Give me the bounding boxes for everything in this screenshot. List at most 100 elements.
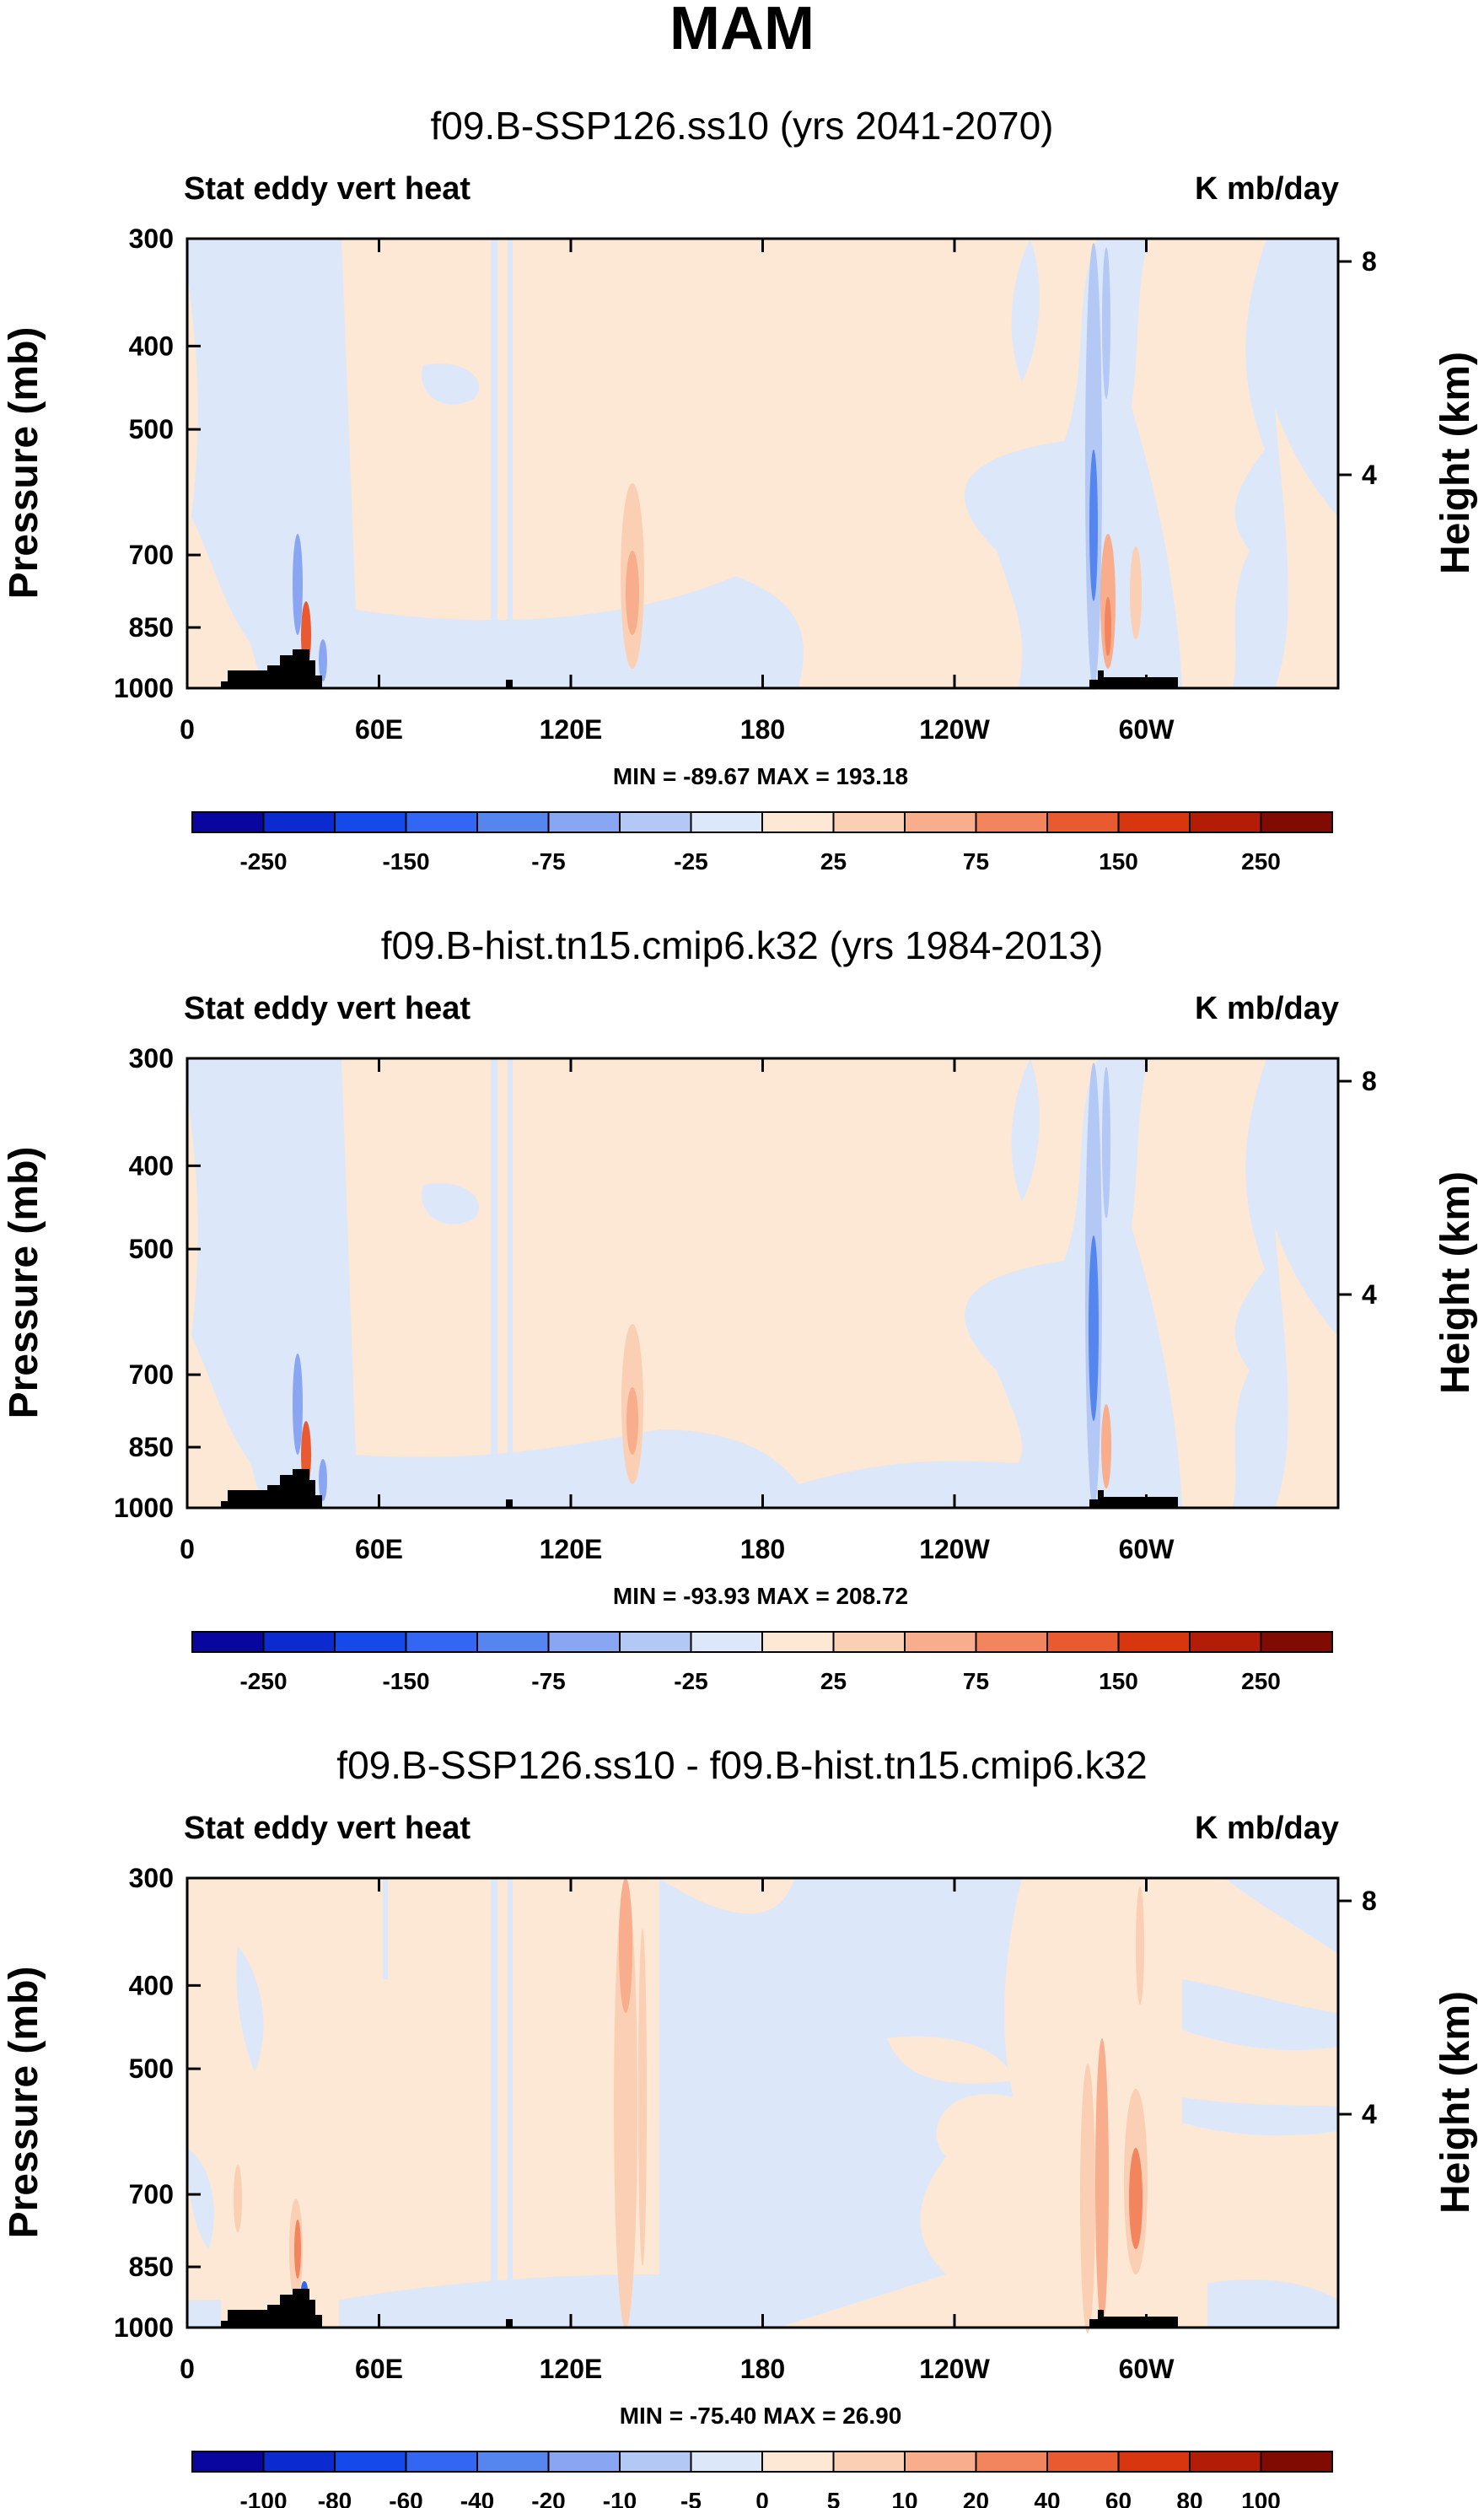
colorbar-swatch [334, 2451, 407, 2473]
colorbar-label: 250 [1241, 848, 1281, 875]
y-tick-label: 300 [129, 1043, 174, 1074]
warm-region [1132, 1058, 1266, 1508]
y2-axis-label: Height (km) [1433, 352, 1478, 574]
warm-anomaly [1105, 597, 1111, 656]
warm-anomaly [1136, 1886, 1144, 2005]
y2-tick-label: 8 [1362, 1066, 1377, 1096]
colorbar-swatch [975, 1631, 1048, 1653]
warm-region [341, 239, 1098, 688]
colorbar-label: 60 [1105, 2488, 1132, 2508]
colorbar-swatch [405, 1631, 478, 1653]
colorbar-swatch [476, 2451, 550, 2473]
colorbar-label: -150 [382, 848, 429, 875]
warm-anomaly [1130, 546, 1142, 639]
y-tick-label: 500 [129, 1234, 174, 1264]
y-tick-label: 400 [129, 1970, 174, 2000]
colorbar-swatch [476, 1631, 550, 1653]
colorbar-swatch [619, 1631, 692, 1653]
y-tick-label: 850 [129, 2252, 174, 2282]
x-tick-label: 120W [919, 714, 990, 745]
cool-region [1182, 2097, 1338, 2136]
cool-anomaly [1102, 247, 1110, 399]
y-tick-label: 850 [129, 1432, 174, 1462]
x-tick-label: 120E [540, 714, 603, 745]
cool-region [339, 628, 794, 688]
colorbar-swatch [761, 811, 835, 833]
x-tick-label: 60W [1119, 1534, 1175, 1564]
panel-left-label: Stat eddy vert heat [184, 991, 470, 1026]
x-tick-label: 60W [1119, 2354, 1175, 2384]
cool-anomaly [293, 1354, 303, 1455]
warm-anomaly [638, 1929, 647, 2266]
colorbar-swatch [547, 811, 621, 833]
colorbar-swatch [1260, 2451, 1333, 2473]
colorbar-label: -40 [460, 2488, 494, 2508]
cool-anomaly [1102, 1067, 1110, 1219]
y2-tick-label: 8 [1362, 1886, 1377, 1916]
colorbar-label: 150 [1099, 1668, 1138, 1694]
warm-region [1275, 407, 1338, 688]
x-tick-label: 60W [1119, 714, 1175, 745]
warm-region [187, 1092, 263, 1508]
colorbar-swatch [476, 811, 550, 833]
colorbar-swatch [904, 811, 977, 833]
colorbar-label: 100 [1241, 2488, 1281, 2508]
plot-area: 300 400 500 700 850 1000 8 4 0 60E 120E 180 120W 60… [114, 223, 1377, 745]
colorbar-swatch [1189, 2451, 1262, 2473]
colorbar-swatch [1117, 1631, 1191, 1653]
panel-units-label: K mb/day [1195, 1811, 1339, 1846]
panel-title: f09.B-hist.tn15.cmip6.k32 (yrs 1984-2013… [381, 923, 1104, 967]
warm-region [929, 2178, 1022, 2212]
topography-mask [1089, 1490, 1178, 1508]
colorbar-swatch [975, 2451, 1048, 2473]
colorbar-label: -10 [603, 2488, 637, 2508]
panel-difference: f09.B-SSP126.ss10 - f09.B-hist.tn15.cmip… [2, 1743, 1478, 2508]
colorbar-label: -80 [318, 2488, 352, 2508]
colorbar-swatch [619, 811, 692, 833]
y-tick-label: 1000 [114, 1493, 174, 1523]
min-max-stats: MIN = -89.67 MAX = 193.18 [613, 763, 908, 789]
y-tick-label: 700 [129, 1359, 174, 1390]
colorbar-swatch [1046, 1631, 1120, 1653]
cool-region [187, 2300, 221, 2328]
x-tick-label: 180 [740, 1534, 785, 1564]
topography-mask [221, 2289, 322, 2328]
cool-strip [491, 1878, 497, 2328]
colorbar-label: -250 [239, 848, 287, 875]
panel-title: f09.B-SSP126.ss10 (yrs 2041-2070) [431, 104, 1054, 148]
warm-anomaly [614, 1882, 637, 2329]
colorbar-label: 75 [963, 1668, 989, 1694]
cool-region [422, 363, 480, 405]
colorbar-swatch [1046, 2451, 1120, 2473]
colorbar-swatch [1260, 1631, 1333, 1653]
x-tick-label: 0 [180, 1534, 195, 1564]
x-tick-label: 60E [355, 1534, 403, 1564]
colorbar-swatch [191, 1631, 265, 1653]
x-tick-label: 120W [919, 1534, 990, 1564]
colorbar-label: 25 [820, 1668, 847, 1694]
colorbar-swatch [832, 1631, 906, 1653]
cool-region [1011, 1058, 1040, 1202]
colorbar-swatch [1260, 811, 1333, 833]
y-axis-label: Pressure (mb) [2, 1967, 46, 2239]
colorbar-label: 5 [827, 2488, 841, 2508]
warm-anomaly [1101, 1404, 1111, 1488]
colorbar-swatch [547, 2451, 621, 2473]
warm-anomaly [626, 1387, 638, 1455]
cool-strip [508, 239, 513, 688]
panel-title: f09.B-SSP126.ss10 - f09.B-hist.tn15.cmip… [336, 1743, 1147, 1787]
colorbar-label: -150 [382, 1668, 429, 1694]
plot-area: 300 400 500 700 850 1000 8 4 0 60E 120E 180 120W 60… [114, 1043, 1377, 1564]
warm-region [887, 2036, 1014, 2084]
y-tick-label: 700 [129, 2179, 174, 2209]
cool-anomaly [319, 639, 327, 681]
min-max-stats: MIN = -93.93 MAX = 208.72 [613, 1583, 908, 1609]
warm-anomaly [234, 2165, 242, 2232]
cool-strip [491, 1058, 497, 1508]
cool-region [1207, 2279, 1338, 2328]
y2-tick-label: 4 [1362, 460, 1377, 490]
warm-region [341, 1058, 1098, 1484]
x-tick-label: 60E [355, 714, 403, 745]
panel-hist: f09.B-hist.tn15.cmip6.k32 (yrs 1984-2013… [2, 923, 1478, 1694]
